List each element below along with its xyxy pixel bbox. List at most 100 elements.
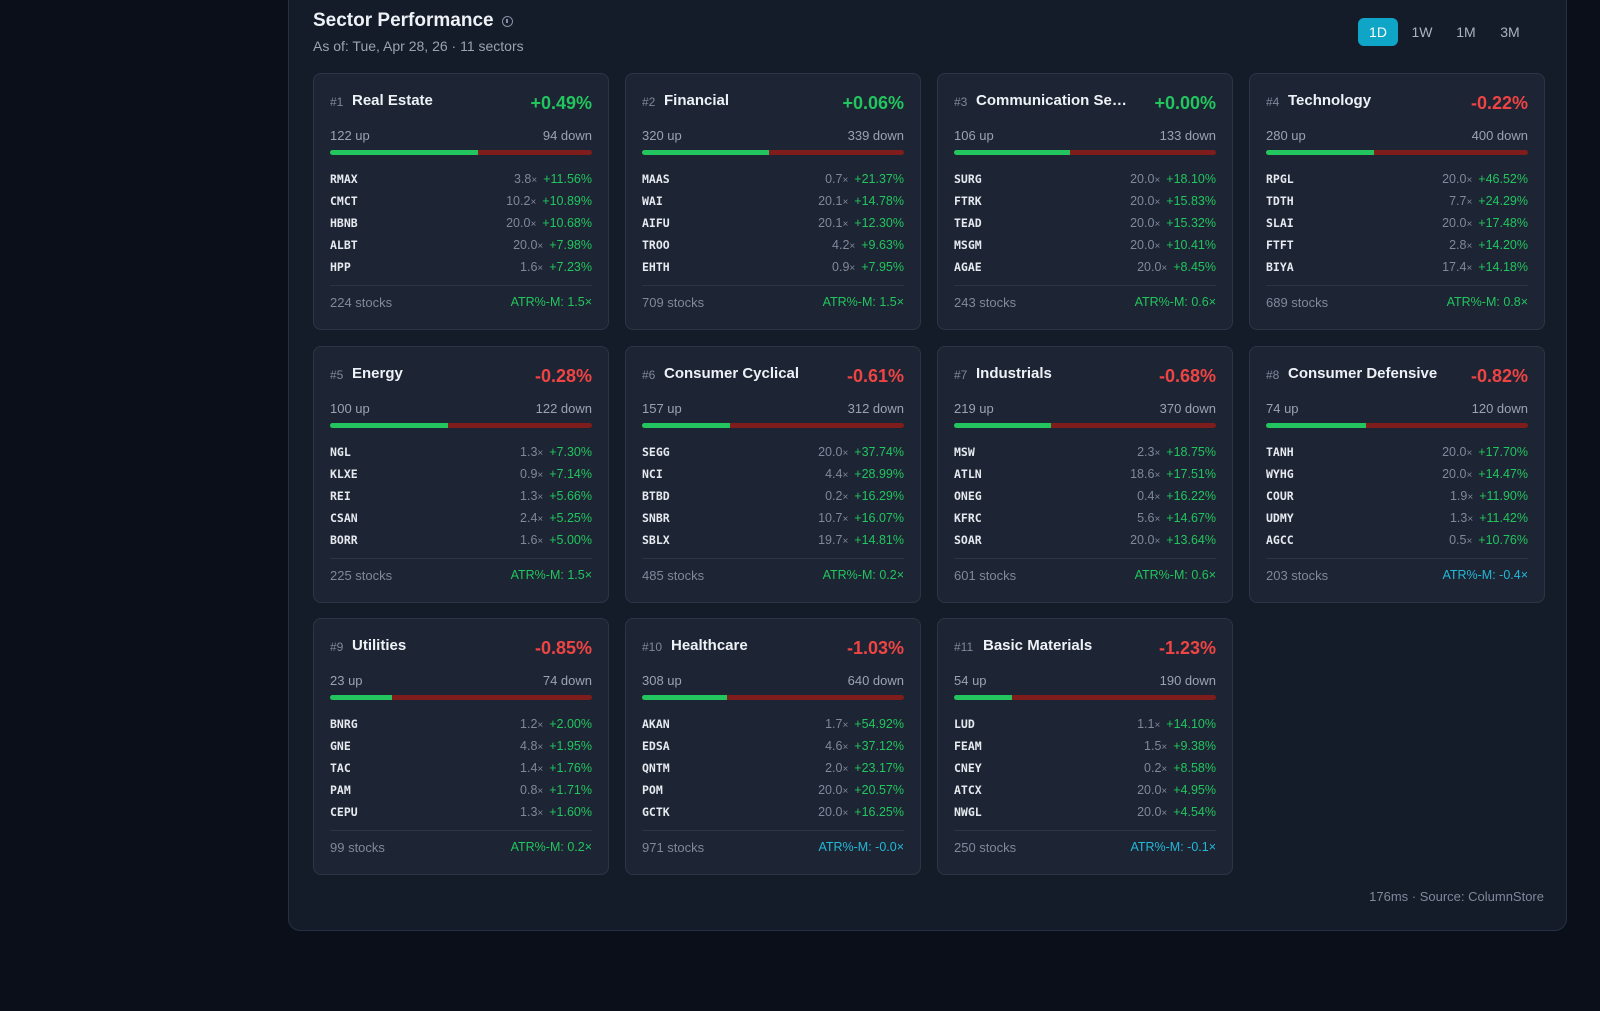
ticker-row[interactable]: SOAR 20.0× +13.64% [954,529,1216,551]
breadth-labels: 219 up 370 down [954,401,1216,416]
ticker-row[interactable]: TROO 4.2× +9.63% [642,234,904,256]
sector-card[interactable]: #1 Real Estate +0.49% 122 up 94 down RMAX 3.8×… [313,73,609,330]
volume-multiple-value: 10.2 [506,194,531,208]
ticker-row[interactable]: UDMY 1.3× +11.42% [1266,507,1528,529]
volume-multiple: 0.9× [832,260,855,274]
ticker-row[interactable]: BIYA 17.4× +14.18% [1266,256,1528,278]
ticker-row[interactable]: MSGM 20.0× +10.41% [954,234,1216,256]
sector-card[interactable]: #5 Energy -0.28% 100 up 122 down NGL 1.3× +7.30… [313,346,609,603]
ticker-row[interactable]: AGCC 0.5× +10.76% [1266,529,1528,551]
ticker-symbol: BTBD [642,489,670,503]
multiplier-sign: × [842,470,849,481]
volume-multiple-value: 19.7 [818,533,843,547]
ticker-change: +11.90% [1479,489,1528,503]
ticker-row[interactable]: HPP 1.6× +7.23% [330,256,592,278]
ticker-row[interactable]: NWGL 20.0× +4.54% [954,801,1216,823]
ticker-row[interactable]: AIFU 20.1× +12.30% [642,212,904,234]
breadth-bar-fill [954,423,1052,428]
ticker-row[interactable]: TAC 1.4× +1.76% [330,757,592,779]
range-1w-button[interactable]: 1W [1411,24,1433,40]
ticker-row[interactable]: WYHG 20.0× +14.47% [1266,463,1528,485]
volume-multiple-value: 1.3 [520,489,538,503]
multiplier-sign: × [1466,197,1473,208]
volume-multiple: 4.6× [825,739,848,753]
sector-card[interactable]: #11 Basic Materials -1.23% 54 up 190 down LUD… [937,618,1233,875]
ticker-row[interactable]: MAAS 0.7× +21.37% [642,168,904,190]
ticker-row[interactable]: RPGL 20.0× +46.52% [1266,168,1528,190]
ticker-row[interactable]: BNRG 1.2× +2.00% [330,713,592,735]
ticker-symbol: AIFU [642,216,670,230]
ticker-row[interactable]: TEAD 20.0× +15.32% [954,212,1216,234]
ticker-change: +5.25% [549,511,592,525]
sector-card[interactable]: #9 Utilities -0.85% 23 up 74 down BNRG 1.2× +2.… [313,618,609,875]
ticker-row[interactable]: EHTH 0.9× +7.95% [642,256,904,278]
ticker-row[interactable]: CMCT 10.2× +10.89% [330,190,592,212]
volume-multiple-value: 20.0 [1130,216,1155,230]
ticker-row[interactable]: AKAN 1.7× +54.92% [642,713,904,735]
card-divider [330,285,592,286]
sector-card[interactable]: #7 Industrials -0.68% 219 up 370 down MSW 2.3×… [937,346,1233,603]
volume-multiple: 20.0× [818,445,848,459]
ticker-row[interactable]: CNEY 0.2× +8.58% [954,757,1216,779]
sector-card[interactable]: #2 Financial +0.06% 320 up 339 down MAAS 0.7× +… [625,73,921,330]
range-1d-button[interactable]: 1D [1358,18,1398,46]
ticker-row[interactable]: CSAN 2.4× +5.25% [330,507,592,529]
ticker-row[interactable]: RMAX 3.8× +11.56% [330,168,592,190]
ticker-row[interactable]: NCI 4.4× +28.99% [642,463,904,485]
sector-card[interactable]: #6 Consumer Cyclical -0.61% 157 up 312 down S… [625,346,921,603]
volume-multiple-value: 0.2 [825,489,843,503]
volume-multiple: 1.6× [520,533,543,547]
volume-multiple-value: 20.0 [1130,238,1155,252]
ticker-row[interactable]: SEGG 20.0× +37.74% [642,441,904,463]
ticker-row[interactable]: TANH 20.0× +17.70% [1266,441,1528,463]
ticker-row[interactable]: PAM 0.8× +1.71% [330,779,592,801]
ticker-row[interactable]: WAI 20.1× +14.78% [642,190,904,212]
volume-multiple: 17.4× [1442,260,1472,274]
ticker-row[interactable]: COUR 1.9× +11.90% [1266,485,1528,507]
ticker-row[interactable]: QNTM 2.0× +23.17% [642,757,904,779]
ticker-row[interactable]: POM 20.0× +20.57% [642,779,904,801]
ticker-row[interactable]: HBNB 20.0× +10.68% [330,212,592,234]
ticker-change: +1.71% [549,783,592,797]
ticker-row[interactable]: NGL 1.3× +7.30% [330,441,592,463]
ticker-row[interactable]: EDSA 4.6× +37.12% [642,735,904,757]
ticker-row[interactable]: ONEG 0.4× +16.22% [954,485,1216,507]
ticker-row[interactable]: FEAM 1.5× +9.38% [954,735,1216,757]
ticker-row[interactable]: LUD 1.1× +14.10% [954,713,1216,735]
range-1m-button[interactable]: 1M [1456,24,1476,40]
ticker-row[interactable]: CEPU 1.3× +1.60% [330,801,592,823]
ticker-row[interactable]: GNE 4.8× +1.95% [330,735,592,757]
ticker-row[interactable]: BORR 1.6× +5.00% [330,529,592,551]
ticker-row[interactable]: FTRK 20.0× +15.83% [954,190,1216,212]
ticker-row[interactable]: KFRC 5.6× +14.67% [954,507,1216,529]
ticker-row[interactable]: SURG 20.0× +18.10% [954,168,1216,190]
ticker-row[interactable]: MSW 2.3× +18.75% [954,441,1216,463]
ticker-row[interactable]: SNBR 10.7× +16.07% [642,507,904,529]
range-3m-button[interactable]: 3M [1500,24,1520,40]
ticker-row[interactable]: BTBD 0.2× +16.29% [642,485,904,507]
ticker-row[interactable]: ALBT 20.0× +7.98% [330,234,592,256]
multiplier-sign: × [537,492,544,503]
sector-card[interactable]: #3 Communication Services +0.00% 106 up 133 … [937,73,1233,330]
sector-card[interactable]: #8 Consumer Defensive -0.82% 74 up 120 down T… [1249,346,1545,603]
sector-card[interactable]: #10 Healthcare -1.03% 308 up 640 down AKAN 1.7… [625,618,921,875]
ticker-row[interactable]: ATLN 18.6× +17.51% [954,463,1216,485]
ticker-row[interactable]: FTFT 2.8× +14.20% [1266,234,1528,256]
ticker-row[interactable]: GCTK 20.0× +16.25% [642,801,904,823]
ticker-row[interactable]: AGAE 20.0× +8.45% [954,256,1216,278]
ticker-row[interactable]: SLAI 20.0× +17.48% [1266,212,1528,234]
info-icon[interactable] [501,15,513,27]
volume-multiple: 20.0× [818,805,848,819]
volume-multiple-value: 1.3 [1449,511,1468,525]
sector-card[interactable]: #4 Technology -0.22% 280 up 400 down RPGL 20.0… [1249,73,1545,330]
ticker-row[interactable]: TDTH 7.7× +24.29% [1266,190,1528,212]
ticker-row[interactable]: REI 1.3× +5.66% [330,485,592,507]
ticker-row[interactable]: ATCX 20.0× +4.95% [954,779,1216,801]
ticker-row[interactable]: SBLX 19.7× +14.81% [642,529,904,551]
sector-name: Utilities [352,637,407,654]
up-count: 23 up [330,673,363,688]
multiplier-sign: × [842,492,849,503]
ticker-row[interactable]: KLXE 0.9× +7.14% [330,463,592,485]
ticker-symbol: BIYA [1266,260,1294,274]
sector-rank: #3 [954,95,968,109]
